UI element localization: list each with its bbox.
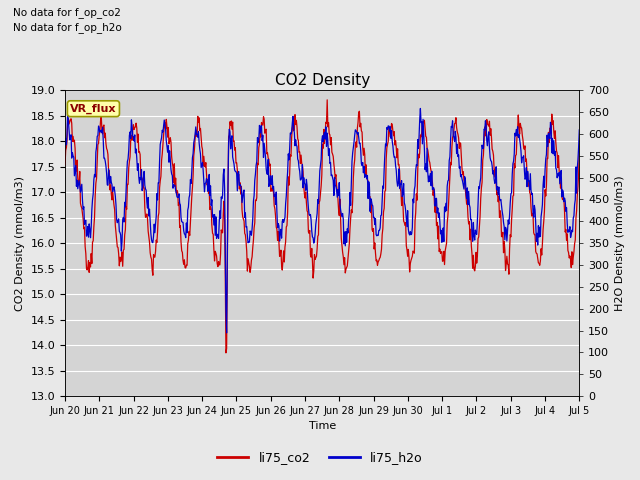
Title: CO2 Density: CO2 Density bbox=[275, 72, 370, 87]
Y-axis label: CO2 Density (mmol/m3): CO2 Density (mmol/m3) bbox=[15, 176, 25, 311]
Text: No data for f_op_h2o: No data for f_op_h2o bbox=[13, 22, 122, 33]
X-axis label: Time: Time bbox=[308, 421, 336, 432]
Legend: li75_co2, li75_h2o: li75_co2, li75_h2o bbox=[212, 446, 428, 469]
Y-axis label: H2O Density (mmol/m3): H2O Density (mmol/m3) bbox=[615, 175, 625, 311]
Text: No data for f_op_co2: No data for f_op_co2 bbox=[13, 7, 121, 18]
Text: VR_flux: VR_flux bbox=[70, 104, 116, 114]
